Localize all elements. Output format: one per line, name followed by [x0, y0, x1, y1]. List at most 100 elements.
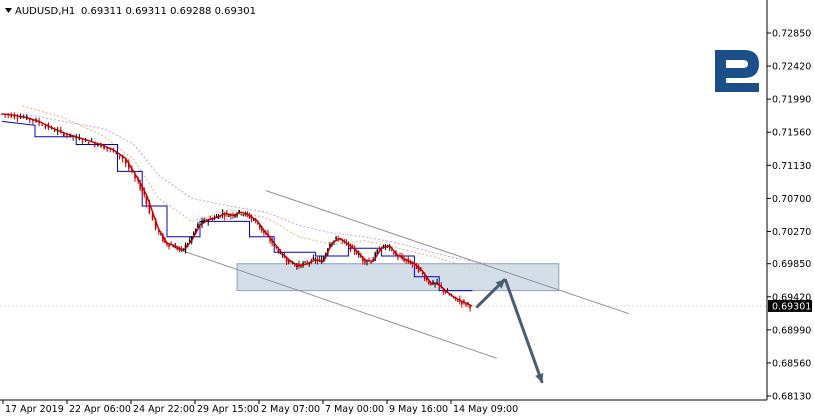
candle-body [279, 251, 282, 254]
candle-body [246, 212, 249, 215]
x-tick-label: 24 Apr 22:00 [133, 404, 195, 415]
candle-body [382, 245, 385, 249]
candle-body [209, 217, 212, 219]
candle-body [298, 263, 300, 267]
candle-body [205, 219, 207, 221]
candle-body [426, 278, 428, 280]
candle-body [263, 230, 265, 233]
candle-body [374, 252, 377, 260]
candle-body [195, 228, 197, 233]
candle-body [124, 158, 127, 164]
candle-body [252, 219, 255, 221]
y-tick-label: 0.71130 [772, 161, 811, 172]
candle-body [225, 212, 228, 214]
candle-body [285, 259, 288, 262]
x-tick-label: 14 May 09:00 [453, 404, 518, 415]
candle-body [269, 238, 271, 241]
y-tick-label: 0.68560 [772, 358, 811, 369]
candle-body [201, 220, 203, 225]
candle-body [238, 210, 240, 213]
candle-body [242, 214, 245, 216]
candle-body [168, 244, 170, 247]
candle-body [234, 214, 236, 217]
candle-body [141, 186, 144, 192]
forecast-arrowhead-1 [495, 279, 506, 289]
x-tick-label: 22 Apr 06:00 [69, 404, 131, 415]
candle-body [397, 256, 399, 258]
x-tick-label: 2 May 07:00 [261, 404, 320, 415]
candle-body [318, 259, 321, 260]
candle-body [256, 223, 259, 225]
symbol-label: AUDUSD,H1 [15, 6, 75, 17]
candle-body [190, 236, 193, 242]
candle-body [81, 140, 84, 142]
candle-body [364, 259, 366, 263]
candle-body [10, 114, 13, 118]
candle-body [106, 147, 108, 149]
candle-body [162, 234, 164, 241]
candle-body [463, 300, 465, 302]
candle-body [277, 248, 280, 253]
candle-body [157, 230, 160, 232]
candle-body [180, 247, 183, 249]
candle-body [417, 266, 420, 272]
candle-body [139, 183, 141, 189]
candle-body [22, 117, 25, 119]
x-tick-label: 29 Apr 15:00 [197, 404, 259, 415]
candle-body [172, 245, 174, 248]
y-tick-label: 0.70270 [772, 227, 811, 238]
candle-body [19, 117, 22, 119]
candle-body [166, 243, 168, 245]
candle-body [302, 263, 304, 265]
price-line [1, 113, 473, 307]
triangle-down-icon[interactable] [5, 8, 12, 13]
candle-body [296, 265, 298, 268]
candle-body [121, 156, 124, 159]
candle-body [176, 247, 179, 250]
candle-body [223, 215, 226, 217]
x-tick-label: 9 May 16:00 [389, 404, 448, 415]
candle-body [29, 118, 31, 121]
candle-body [355, 252, 358, 255]
candle-body [370, 261, 372, 264]
candle-body [103, 145, 105, 150]
plot-area [0, 105, 767, 384]
y-tick-label: 0.72850 [772, 29, 811, 40]
candle-body [134, 173, 136, 179]
x-axis: 17 Apr 2019 22 Apr 06:00 24 Apr 22:00 29 Ap… [2, 400, 518, 415]
candle-body [291, 263, 294, 265]
candle-body [357, 253, 360, 255]
candle-body [312, 257, 315, 260]
candle-body [115, 152, 118, 154]
x-tick-label: 7 May 00:00 [325, 404, 384, 415]
y-tick-label: 0.69850 [772, 259, 811, 270]
candle-body [151, 213, 154, 221]
candle-body [386, 245, 389, 246]
candle-body [100, 143, 102, 148]
ohlc-quote: 0.69311 0.69311 0.69288 0.69301 [81, 6, 256, 17]
candle-body [240, 214, 243, 215]
candle-body [143, 190, 146, 195]
candle-body [273, 244, 276, 246]
channel-lower-line [175, 247, 498, 359]
y-tick-label: 0.68130 [772, 392, 811, 403]
y-tick-label: 0.72420 [772, 62, 811, 73]
candle-body [207, 219, 210, 222]
candle-body [44, 126, 47, 128]
candle-body [188, 240, 191, 242]
candle-body [421, 272, 424, 274]
candle-body [53, 130, 56, 132]
candle-body [182, 248, 185, 250]
roboforex-logo [715, 50, 759, 92]
candle-body [154, 218, 157, 230]
candle-body [304, 261, 306, 263]
candle-body [93, 142, 96, 146]
support-zone [236, 263, 560, 292]
candle-body [174, 246, 177, 248]
candle-body [442, 288, 445, 292]
x-tick-label: 17 Apr 2019 [5, 404, 64, 415]
candle-body [38, 120, 40, 124]
forecast-arrow-2 [503, 278, 544, 384]
